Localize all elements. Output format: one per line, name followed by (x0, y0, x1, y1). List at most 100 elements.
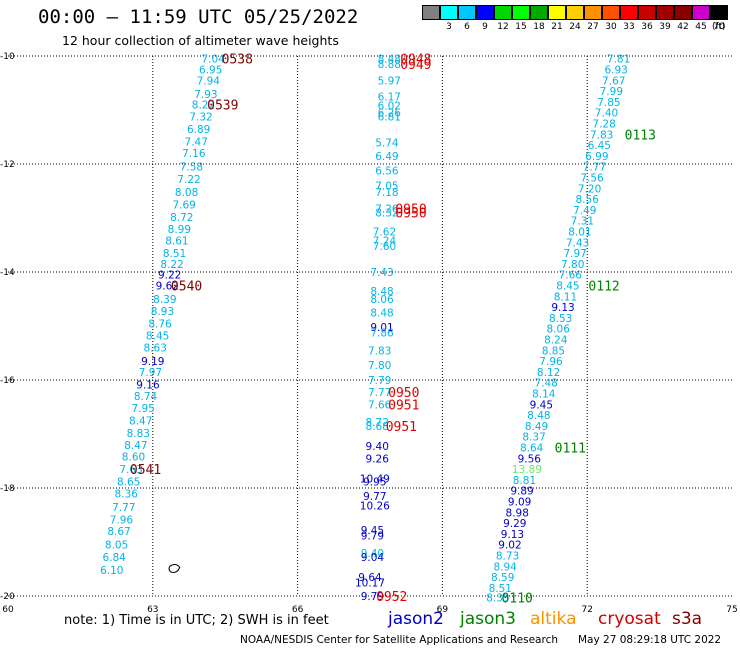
wave-height-value: 8.93 (151, 306, 174, 318)
legend-label: 42 (677, 22, 689, 32)
wave-height-value: 8.47 (124, 440, 147, 452)
wave-height-value: 7.24 (373, 236, 397, 248)
wave-height-value: 8.06 (370, 294, 394, 306)
pass-time-label: 0111 (555, 442, 586, 457)
wave-height-value: 8.45 (556, 281, 579, 293)
wave-height-value: 8.48 (370, 286, 393, 298)
wave-height-value: 8.48 (527, 410, 550, 422)
wave-height-value: 6.56 (375, 165, 399, 177)
wave-height-value: 8.72 (366, 417, 389, 429)
wave-height-value: 9.40 (366, 441, 389, 453)
wave-height-value: 7.95 (131, 403, 154, 415)
wave-height-value: 8.53 (549, 313, 572, 325)
wave-height-value: 7.67 (602, 75, 625, 87)
lat-tick-label: -10 (0, 52, 15, 62)
wave-height-value: 9.62 (156, 281, 179, 293)
wave-height-value: 7.16 (182, 148, 206, 160)
wave-height-value: 7.43 (566, 237, 589, 249)
pass-time-label: 0950 (395, 202, 426, 217)
wave-height-value: 8.24 (544, 335, 568, 347)
legend-swatch (494, 5, 512, 20)
wave-height-value: 7.79 (368, 375, 391, 387)
wave-height-value: 9.64 (358, 572, 382, 584)
wave-height-value: 7.66 (559, 270, 583, 282)
footer-credit: NOAA/NESDIS Center for Satellite Applica… (240, 634, 558, 646)
page-subtitle: 12 hour collection of altimeter wave hei… (62, 33, 339, 48)
wave-height-value: 7.86 (370, 327, 394, 339)
wave-height-value: 8.76 (148, 318, 172, 330)
legend-label: 24 (569, 22, 581, 32)
wave-height-value: 5.74 (375, 137, 399, 149)
wave-height-value: 8.59 (491, 572, 514, 584)
wave-height-value: 8.35 (486, 593, 509, 605)
wave-height-value: 6.84 (102, 552, 126, 564)
wave-height-value: 8.01 (568, 227, 591, 239)
wave-height-value: 7.60 (373, 241, 396, 253)
wave-height-value: 7.80 (561, 259, 584, 271)
legend-swatch (458, 5, 476, 20)
legend-swatch (656, 5, 674, 20)
wave-height-value: 9.95 (363, 477, 386, 489)
wave-height-value: 9.26 (366, 453, 390, 465)
lon-tick-label: 75 (726, 605, 737, 615)
wave-height-value: 8.63 (144, 343, 167, 355)
lat-tick-label: -20 (0, 592, 15, 602)
lon-tick-label: 72 (581, 605, 592, 615)
wave-height-value: 7.58 (180, 162, 203, 174)
wave-height-value: 7.81 (607, 54, 630, 66)
wave-height-value: 7.77 (583, 162, 606, 174)
wave-height-value: 7.18 (375, 187, 398, 199)
wave-height-value: 8.06 (547, 324, 571, 336)
wave-height-value: 7.43 (370, 267, 393, 279)
wave-height-value: 7.85 (597, 97, 620, 109)
page-title: 00:00 – 11:59 UTC 05/25/2022 (38, 6, 359, 28)
wave-height-value: 10.49 (360, 473, 390, 485)
legend-unit: (ft) (712, 22, 726, 32)
wave-height-value: 6.93 (604, 65, 627, 77)
wave-height-value: 7.77 (368, 387, 391, 399)
wave-height-value: 6.99 (585, 151, 608, 163)
wave-height-value: 8.73 (496, 551, 519, 563)
wave-height-value: 6.81 (378, 111, 401, 123)
wave-height-value: 7.66 (368, 399, 392, 411)
legend-swatch (476, 5, 494, 20)
wave-height-value: 8.72 (170, 212, 193, 224)
legend-label: 70 (713, 22, 725, 32)
wave-height-value: 9.13 (501, 529, 524, 541)
legend-label: 21 (551, 22, 563, 32)
wave-height-value: 13.89 (512, 464, 542, 476)
wave-height-value: 8.32 (375, 208, 398, 220)
legend-label: 9 (482, 22, 488, 32)
wave-height-value: 7.99 (600, 86, 623, 98)
lat-tick-label: -16 (0, 376, 15, 386)
wave-height-value: 8.68 (366, 421, 389, 433)
wave-height-value: 8.08 (175, 187, 198, 199)
wave-height-value: 7.93 (194, 89, 217, 101)
wave-height-value: 9.79 (361, 591, 384, 603)
wave-height-value: 9.45 (361, 525, 384, 537)
wave-height-value: 7.04 (201, 54, 225, 66)
legend-label: 30 (605, 22, 617, 32)
wave-height-value: 8.22 (192, 100, 215, 112)
wave-height-value: 8.88 (378, 59, 401, 71)
wave-height-value: 6.49 (375, 151, 398, 163)
wave-height-value: 8.81 (513, 475, 536, 487)
lat-tick-label: -12 (0, 160, 15, 170)
wave-height-value: 9.89 (510, 486, 533, 498)
wave-height-value: 9.19 (141, 356, 164, 368)
wave-height-value: 8.39 (153, 294, 176, 306)
legend-swatch (692, 5, 710, 20)
wave-height-value: 7.05 (375, 181, 398, 193)
wave-height-value: 8.45 (146, 331, 169, 343)
wave-height-value: 8.11 (554, 291, 577, 303)
wave-height-value: 9.04 (361, 552, 385, 564)
pass-time-label: 0952 (376, 590, 407, 605)
wave-height-value: 7.32 (189, 111, 212, 123)
legend-swatch (620, 5, 638, 20)
wave-height-value: 6.95 (199, 65, 222, 77)
wave-height-value: 8.67 (107, 526, 130, 538)
legend-swatch (530, 5, 548, 20)
wave-height-value: 8.37 (522, 432, 545, 444)
legend-swatch (548, 5, 566, 20)
wave-height-value: 8.22 (160, 259, 183, 271)
